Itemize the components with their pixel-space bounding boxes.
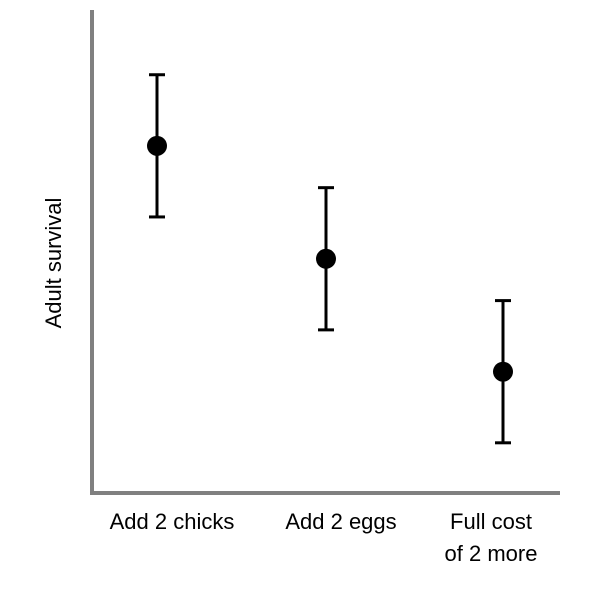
x-tick-label: Full cost of 2 more bbox=[445, 509, 538, 566]
data-point bbox=[147, 135, 167, 156]
data-marks bbox=[147, 73, 513, 445]
x-tick-labels: Add 2 chicks Add 2 eggs Full cost of 2 more bbox=[110, 509, 538, 566]
x-tick-label-line: Full cost bbox=[450, 509, 532, 534]
axes bbox=[90, 10, 560, 495]
y-axis-label: Adult survival bbox=[41, 198, 66, 329]
x-tick-label-line: Add 2 eggs bbox=[285, 509, 396, 534]
x-tick-label-line: Add 2 chicks bbox=[110, 509, 235, 534]
x-tick-label: Add 2 eggs bbox=[285, 509, 396, 534]
x-tick-label: Add 2 chicks bbox=[110, 509, 235, 534]
x-tick-label-line: of 2 more bbox=[445, 541, 538, 566]
data-point bbox=[316, 248, 336, 269]
data-point bbox=[493, 361, 513, 382]
